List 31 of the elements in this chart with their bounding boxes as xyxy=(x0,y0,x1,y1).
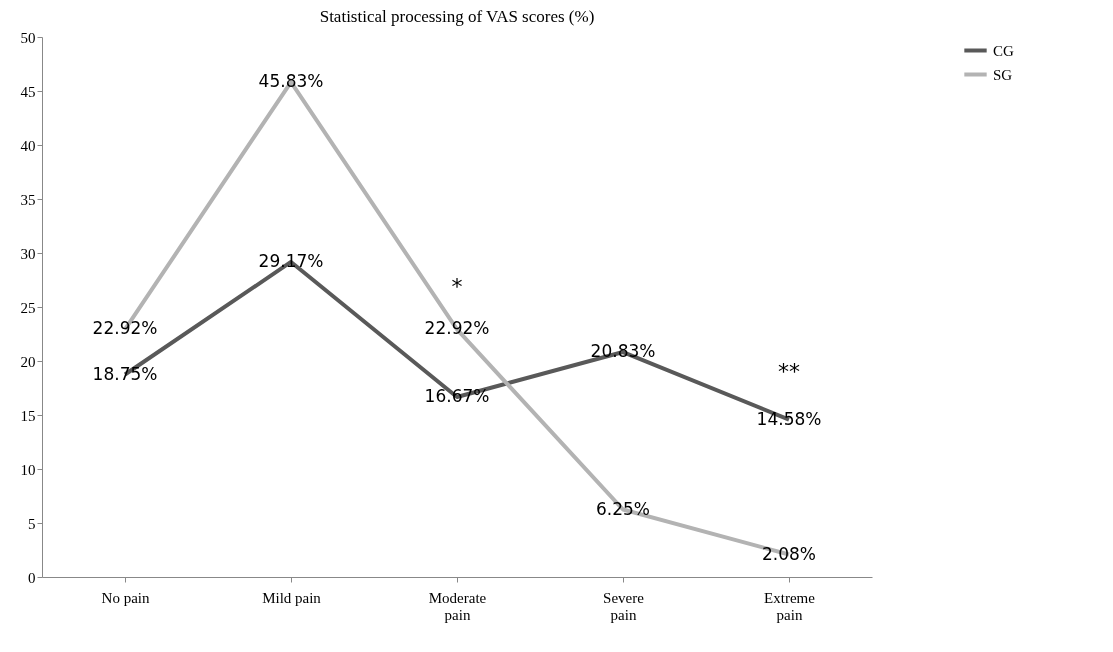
y-tick-label: 35 xyxy=(20,191,36,208)
y-tick-label: 0 xyxy=(28,569,36,586)
x-tick-label: Severe pain xyxy=(603,589,645,623)
y-tick-label: 20 xyxy=(20,353,36,370)
y-tick-label: 50 xyxy=(20,29,36,46)
data-label: 18.75% xyxy=(92,363,158,384)
x-tick-label: No pain xyxy=(101,589,150,606)
data-label: 16.67% xyxy=(424,385,490,406)
data-label: 14.58% xyxy=(756,408,822,429)
y-tick-label: 25 xyxy=(20,299,36,316)
chart-title: Statistical processing of VAS scores (%) xyxy=(319,7,595,26)
y-tick-label: 40 xyxy=(20,137,36,154)
y-tick-label: 45 xyxy=(20,83,36,100)
annotation: * xyxy=(451,274,463,299)
data-label: 29.17% xyxy=(258,250,324,271)
data-label: 6.25% xyxy=(595,498,651,519)
x-tick-label: Moderate pain xyxy=(428,589,487,623)
y-tick-label: 5 xyxy=(28,515,36,532)
annotation: ** xyxy=(778,359,800,384)
legend-label: SG xyxy=(993,66,1013,83)
y-tick-label: 15 xyxy=(20,407,36,424)
y-tick-label: 30 xyxy=(20,245,36,262)
x-tick-label: Extreme pain xyxy=(764,589,816,623)
data-label: 2.08% xyxy=(761,543,817,564)
y-tick-label: 10 xyxy=(20,461,36,478)
data-label: 22.92% xyxy=(92,318,158,339)
data-label: 22.92% xyxy=(424,318,490,339)
legend-label: CG xyxy=(993,42,1014,59)
data-label: 45.83% xyxy=(258,71,324,92)
data-label: 20.83% xyxy=(590,341,656,362)
x-tick-label: Mild pain xyxy=(262,589,322,606)
